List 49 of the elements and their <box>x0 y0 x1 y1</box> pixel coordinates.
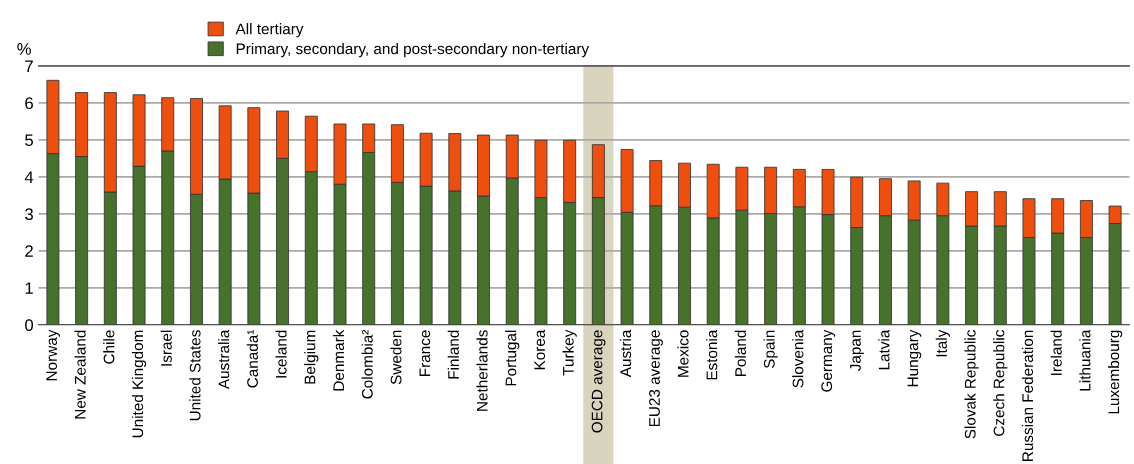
x-tick-label: Slovak Republic <box>964 330 979 439</box>
x-tick-label: Canada¹ <box>246 329 258 388</box>
legend-label: All tertiary <box>235 23 304 38</box>
x-tick-label: Israel <box>160 330 172 366</box>
y-tick-label: 0 <box>25 319 34 331</box>
y-tick-label: 2 <box>25 245 33 257</box>
x-tick-label: United States <box>189 330 201 421</box>
x-tick-label: Mexico <box>677 330 689 377</box>
x-tick-label: Italy <box>935 329 950 357</box>
x-tick-label: Latvia <box>878 329 890 370</box>
x-tick-label: Netherlands <box>476 330 488 411</box>
y-tick-label: 5 <box>25 134 33 147</box>
x-tick-label: Slovenia <box>792 329 804 388</box>
x-tick-label: Australia <box>218 329 230 390</box>
y-tick-label: 7 <box>25 60 33 72</box>
x-tick-label: Colombia² <box>361 329 373 399</box>
x-tick-label: United Kingdom <box>131 330 147 438</box>
x-tick-label: Spain <box>763 330 778 369</box>
x-tick-label: Lithuania <box>1079 329 1091 391</box>
legend-label: Primary, secondary, and post-secondary non-tertiary <box>236 42 590 58</box>
x-tick-label: Sweden <box>390 330 402 385</box>
y-tick-label: 6 <box>25 97 33 110</box>
x-tick-label: Germany <box>821 329 836 392</box>
x-tick-label: Portugal <box>505 330 520 386</box>
x-tick-label: EU23 average <box>649 330 663 427</box>
x-tick-label: Denmark <box>332 329 345 391</box>
x-tick-label: Norway <box>46 329 61 381</box>
x-tick-label: Korea <box>534 329 546 370</box>
x-tick-label: Poland <box>734 330 747 376</box>
x-tick-label: Hungary <box>907 329 922 387</box>
x-tick-label: Russian Federation <box>1021 330 1034 461</box>
y-tick-label: 4 <box>24 171 34 183</box>
y-tick-label: 1 <box>25 282 33 294</box>
x-tick-label: Austria <box>619 329 632 378</box>
x-tick-label: Belgium <box>304 330 319 384</box>
x-tick-label: Japan <box>850 330 864 372</box>
x-tick-label: Turkey <box>562 329 577 376</box>
x-tick-label: OECD average <box>591 330 606 433</box>
x-tick-label: Iceland <box>275 330 287 378</box>
x-tick-label: Ireland <box>1050 330 1062 375</box>
y-axis-title: % <box>17 43 31 55</box>
x-tick-label: Estonia <box>706 329 718 380</box>
x-tick-label: Finland <box>447 330 459 379</box>
x-tick-label: Czech Republic <box>993 330 1008 436</box>
x-tick-label: Chile <box>103 330 115 364</box>
x-tick-label: Luxembourg <box>1107 330 1123 414</box>
y-tick-label: 3 <box>25 208 33 221</box>
x-tick-label: France <box>419 330 431 376</box>
x-tick-label: New Zealand <box>74 330 86 419</box>
